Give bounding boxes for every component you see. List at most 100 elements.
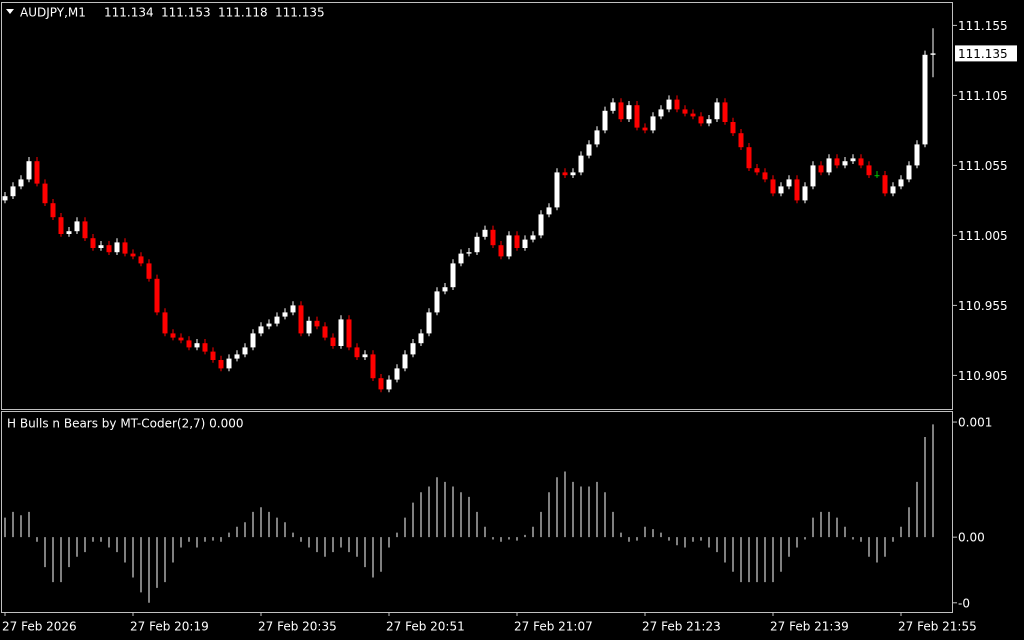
- y-tick-label: 0.00: [958, 531, 985, 545]
- candle-body: [922, 54, 928, 145]
- y-tick-label: 111.005: [958, 229, 1008, 243]
- candle-body: [258, 326, 264, 334]
- candle-body: [706, 119, 712, 124]
- candle-body: [490, 229, 496, 246]
- candle-body: [410, 343, 416, 355]
- candle-body: [202, 343, 208, 352]
- y-tick-label: 110.955: [958, 299, 1008, 313]
- candle-body: [730, 122, 736, 134]
- candle-body: [282, 312, 288, 317]
- candle-body: [98, 245, 104, 248]
- y-tick-label: 111.105: [958, 89, 1008, 103]
- candle-body: [842, 161, 848, 166]
- candle-body: [874, 175, 880, 177]
- candle-body: [442, 287, 448, 292]
- candle-body: [114, 242, 120, 253]
- menu-triangle[interactable]: [6, 9, 14, 14]
- candle-body: [538, 214, 544, 236]
- current-price: 111.135: [958, 47, 1008, 61]
- candle-body: [42, 183, 48, 204]
- candle-body: [138, 256, 144, 264]
- header-open: 111.134: [104, 6, 154, 20]
- candle-body: [802, 186, 808, 201]
- candle-body: [2, 196, 8, 201]
- candle-body: [682, 109, 688, 114]
- candle-body: [450, 263, 456, 288]
- header-high: 111.153: [161, 6, 211, 20]
- candle-body: [474, 236, 480, 253]
- candle-body: [234, 354, 240, 359]
- indicator-panel-frame: [1, 411, 953, 613]
- candle-body: [786, 179, 792, 187]
- candle-body: [210, 351, 216, 360]
- candle-body: [186, 340, 192, 348]
- candle-body: [34, 161, 40, 184]
- candle-body: [218, 360, 224, 369]
- candle-body: [162, 312, 168, 334]
- candle-body: [506, 235, 512, 257]
- candle-body: [906, 165, 912, 180]
- candle-body: [130, 253, 136, 257]
- x-tick-label: 27 Feb 21:55: [898, 620, 977, 634]
- x-tick-label: 27 Feb 20:35: [258, 620, 337, 634]
- candle-body: [106, 245, 112, 253]
- candle-body: [930, 53, 936, 55]
- candle-body: [794, 179, 800, 201]
- candle-body: [250, 333, 256, 348]
- y-tick-label: -0: [958, 596, 970, 610]
- candle-body: [338, 319, 344, 346]
- x-tick-label: 27 Feb 20:19: [130, 620, 209, 634]
- candle-body: [818, 165, 824, 173]
- candle-body: [458, 253, 464, 264]
- x-tick-label: 27 Feb 21:23: [642, 620, 721, 634]
- candle-body: [362, 354, 368, 358]
- candle-body: [306, 320, 312, 334]
- candle-body: [674, 99, 680, 110]
- candle-body: [242, 347, 248, 355]
- candle-body: [402, 354, 408, 369]
- candle-body: [698, 116, 704, 124]
- candle-body: [418, 333, 424, 344]
- candle-body: [610, 102, 616, 111]
- candle-body: [746, 147, 752, 169]
- candle-body: [146, 263, 152, 279]
- candle-body: [810, 165, 816, 187]
- candle-body: [642, 127, 648, 131]
- candle-body: [66, 231, 72, 234]
- candle-body: [322, 326, 328, 338]
- candle-body: [770, 179, 776, 194]
- candle-body: [154, 278, 160, 313]
- candle-body: [722, 102, 728, 122]
- header-close: 111.135: [275, 6, 325, 20]
- candle-body: [266, 323, 272, 327]
- y-tick-label: 111.055: [958, 159, 1008, 173]
- candle-body: [858, 158, 864, 166]
- candle-body: [370, 354, 376, 379]
- price-box: [955, 45, 1017, 62]
- candle-body: [18, 179, 24, 187]
- x-tick-label: 27 Feb 2026: [2, 620, 77, 634]
- candle-body: [498, 245, 504, 257]
- candle-body: [290, 305, 296, 313]
- candle-body: [274, 316, 280, 324]
- y-tick-label: 0.001: [958, 416, 992, 430]
- y-tick-label: 110.905: [958, 369, 1008, 383]
- candle-body: [194, 343, 200, 348]
- candle-body: [394, 368, 400, 380]
- candle-body: [594, 130, 600, 145]
- candle-body: [602, 110, 608, 131]
- candle-body: [562, 172, 568, 176]
- candle-body: [178, 337, 184, 341]
- candle-body: [26, 161, 32, 180]
- candle-body: [778, 186, 784, 194]
- candle-body: [690, 113, 696, 117]
- candle-body: [866, 165, 872, 176]
- candle-body: [354, 347, 360, 358]
- y-tick-label: 111.155: [958, 19, 1008, 33]
- candle-body: [434, 291, 440, 313]
- candle-body: [466, 252, 472, 254]
- candle-body: [10, 186, 16, 197]
- candle-body: [738, 133, 744, 148]
